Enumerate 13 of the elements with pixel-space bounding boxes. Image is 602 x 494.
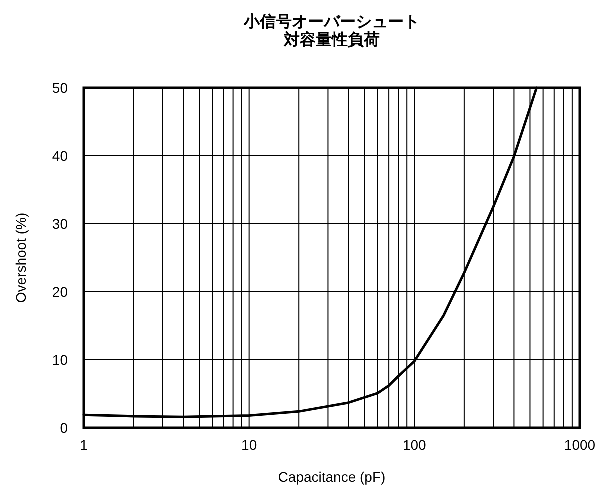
y-tick-label: 30 bbox=[52, 216, 68, 232]
x-tick-label: 10 bbox=[242, 437, 258, 453]
x-tick-label: 1000 bbox=[564, 437, 596, 453]
y-tick-label: 10 bbox=[52, 352, 68, 368]
y-tick-label: 20 bbox=[52, 284, 68, 300]
y-tick-label: 40 bbox=[52, 148, 68, 164]
x-axis-title: Capacitance (pF) bbox=[278, 469, 386, 485]
y-tick-label: 50 bbox=[52, 80, 68, 96]
x-tick-label: 100 bbox=[402, 437, 427, 453]
y-axis-title: Overshoot (%) bbox=[13, 212, 29, 304]
x-tick-label: 1 bbox=[80, 437, 88, 453]
y-tick-label: 0 bbox=[60, 420, 68, 436]
chart-title: 小信号オーバーシュート対容量性負荷 bbox=[242, 14, 421, 50]
